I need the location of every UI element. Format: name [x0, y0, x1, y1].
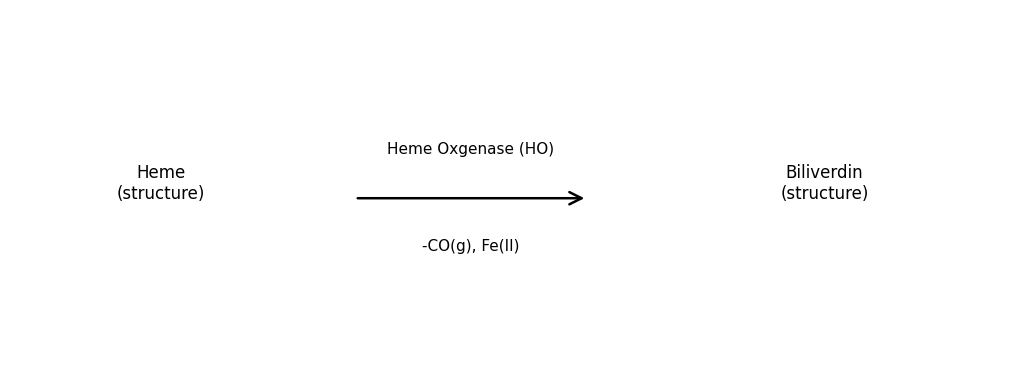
Text: Heme Oxgenase (HO): Heme Oxgenase (HO) [387, 142, 555, 157]
Text: -CO(g), Fe(II): -CO(g), Fe(II) [422, 239, 520, 254]
Text: Biliverdin
(structure): Biliverdin (structure) [780, 164, 868, 203]
Text: Heme
(structure): Heme (structure) [117, 164, 206, 203]
